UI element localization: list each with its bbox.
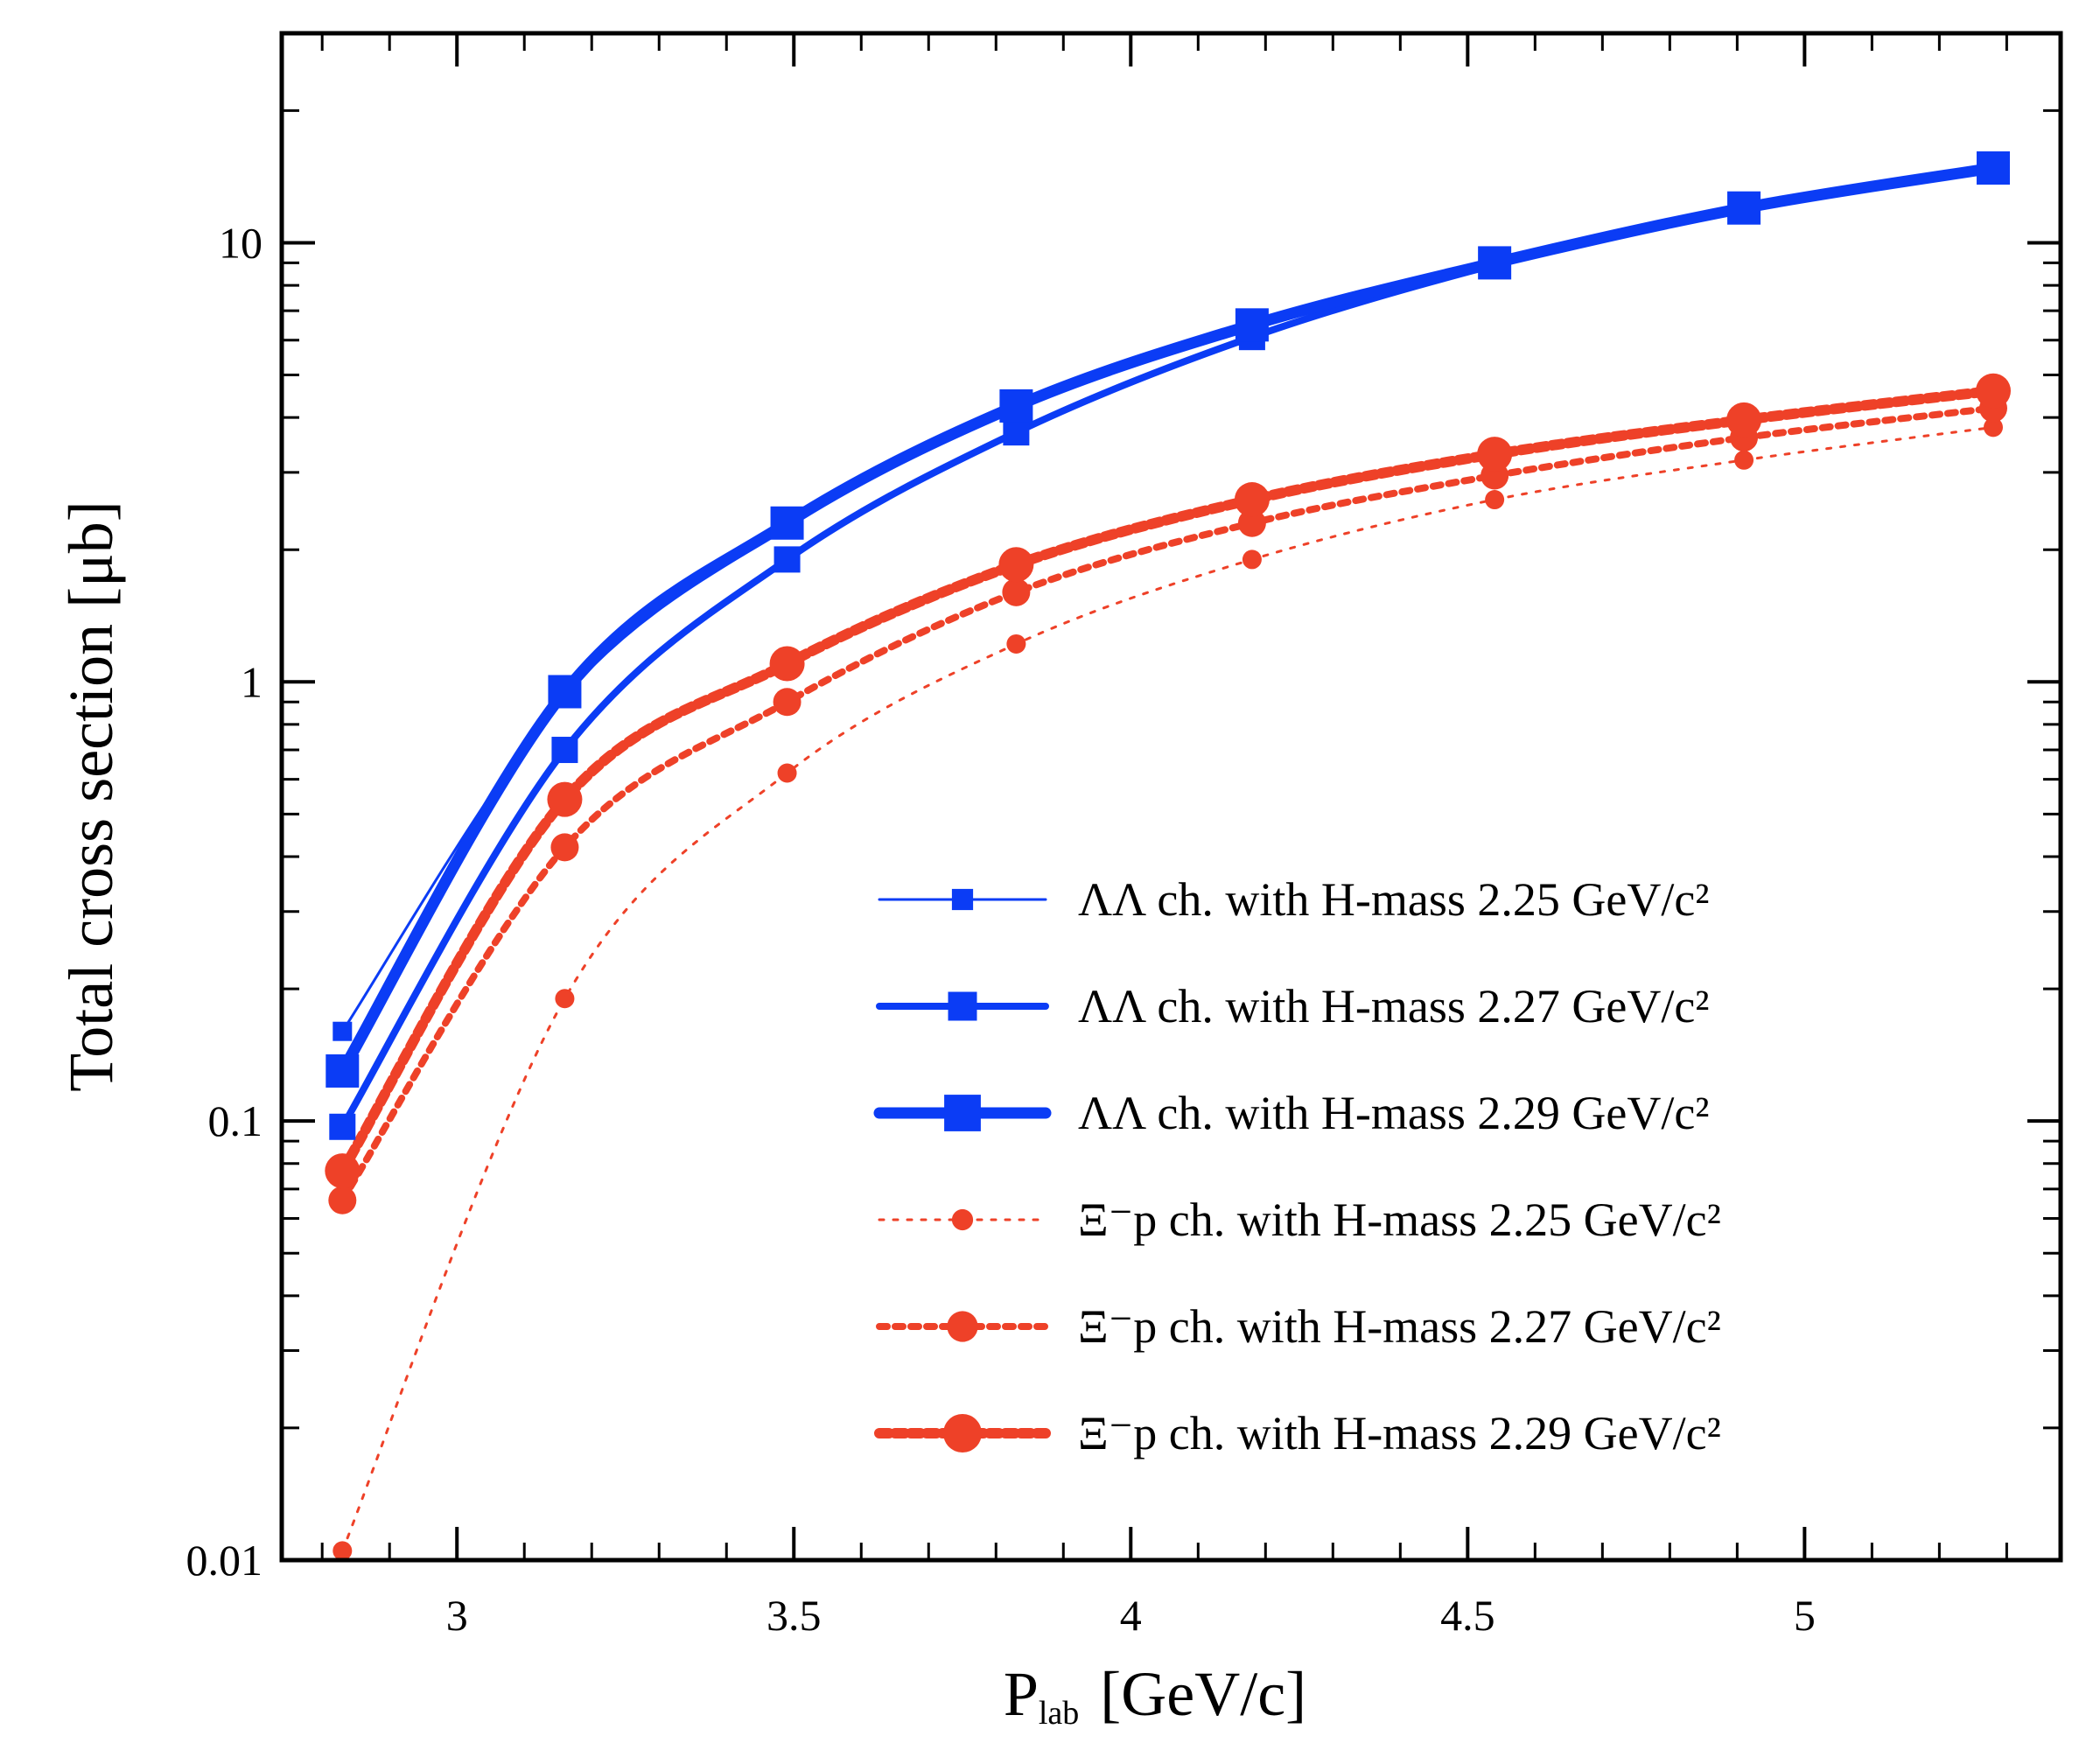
data-point: [551, 737, 578, 764]
data-point: [777, 763, 797, 783]
data-point: [774, 546, 801, 573]
data-point: [999, 388, 1033, 423]
series-xi-3: [325, 373, 2011, 1189]
x-tick-label: 3: [446, 1591, 468, 1640]
data-point: [550, 833, 579, 862]
data-point: [1237, 508, 1266, 537]
legend-marker: [943, 1414, 982, 1452]
data-point: [1983, 417, 2003, 438]
data-point: [328, 1186, 357, 1214]
data-point: [1235, 308, 1269, 342]
data-point: [769, 646, 805, 682]
legend-marker: [944, 1095, 981, 1131]
x-tick-label: 3.5: [766, 1591, 822, 1640]
legend-marker: [947, 1311, 978, 1342]
legend-entry: ΛΛ ch. with H-mass 2.25 GeV/c²: [878, 873, 1710, 926]
x-tick-label: 4: [1120, 1591, 1142, 1640]
legend-entry: Ξ⁻p ch. with H-mass 2.29 GeV/c²: [874, 1407, 1721, 1460]
legend-marker: [948, 991, 977, 1021]
data-point: [1976, 150, 2010, 185]
data-point: [548, 675, 582, 709]
legend-label: Ξ⁻p ch. with H-mass 2.25 GeV/c²: [1078, 1194, 1721, 1246]
data-point: [329, 1113, 356, 1140]
data-point: [1478, 246, 1512, 280]
data-point: [332, 1541, 353, 1561]
series-line: [337, 385, 1998, 1177]
legend-marker: [951, 1208, 974, 1231]
data-point: [326, 1054, 360, 1088]
data-point: [770, 506, 804, 540]
data-point: [1006, 634, 1026, 654]
data-point: [1734, 450, 1754, 470]
series-line: [339, 404, 1997, 1204]
plot-frame: [279, 31, 2063, 1563]
legend-label: ΛΛ ch. with H-mass 2.27 GeV/c²: [1078, 980, 1710, 1032]
series-xi-2: [328, 394, 2007, 1214]
legend: ΛΛ ch. with H-mass 2.25 GeV/c² ΛΛ ch. wit…: [873, 873, 1721, 1460]
data-point: [1002, 578, 1031, 606]
y-tick-label: 1: [241, 657, 262, 706]
data-point: [1726, 402, 1762, 438]
data-point: [1234, 482, 1270, 518]
x-tick-label: 5: [1794, 1591, 1816, 1640]
series-line: [340, 425, 1995, 1552]
data-point: [1477, 437, 1513, 472]
data-point: [1242, 550, 1262, 570]
legend-label: ΛΛ ch. with H-mass 2.25 GeV/c²: [1078, 873, 1710, 926]
legend-label: Ξ⁻p ch. with H-mass 2.29 GeV/c²: [1078, 1407, 1721, 1460]
legend-entry: ΛΛ ch. with H-mass 2.27 GeV/c²: [876, 980, 1710, 1032]
x-axis-label: Plab [GeV/c]: [1004, 1659, 1306, 1732]
data-point: [998, 547, 1034, 583]
data-point: [325, 1153, 360, 1189]
data-point: [1003, 419, 1030, 446]
series-layer: [325, 150, 2011, 1561]
legend-marker: [951, 888, 974, 911]
legend-entry: Ξ⁻p ch. with H-mass 2.25 GeV/c²: [878, 1194, 1721, 1246]
legend-entry: ΛΛ ch. with H-mass 2.29 GeV/c²: [873, 1087, 1710, 1139]
data-point: [1727, 191, 1761, 225]
y-tick-label: 0.01: [186, 1536, 263, 1585]
data-point: [1975, 373, 2011, 409]
data-point: [547, 781, 583, 817]
y-tick-label: 0.1: [208, 1096, 263, 1145]
legend-label: Ξ⁻p ch. with H-mass 2.27 GeV/c²: [1078, 1300, 1721, 1353]
tick-layer: 3 3.5 4 4.5 5 0.01 0.1 1 10: [186, 33, 2061, 1640]
y-axis-label: Total cross section [μb]: [56, 500, 126, 1091]
legend-entry: Ξ⁻p ch. with H-mass 2.27 GeV/c²: [876, 1300, 1721, 1353]
data-point: [555, 989, 575, 1009]
legend-label: ΛΛ ch. with H-mass 2.29 GeV/c²: [1078, 1087, 1710, 1139]
y-tick-label: 10: [219, 218, 262, 267]
x-tick-label: 4.5: [1440, 1591, 1495, 1640]
data-point: [332, 1021, 353, 1041]
series-lambda-3: [326, 150, 2010, 1088]
series-line: [336, 162, 1999, 1077]
data-point: [1485, 490, 1505, 510]
data-point: [773, 688, 802, 717]
series-xi-1: [332, 417, 2003, 1561]
